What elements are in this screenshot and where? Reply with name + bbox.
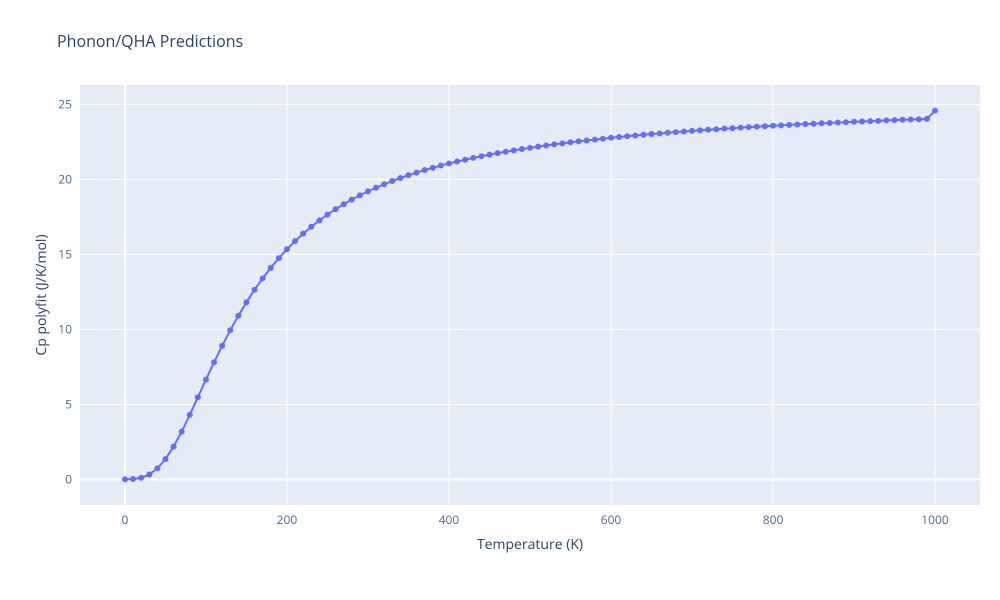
x-tick-label: 600 xyxy=(601,511,622,528)
x-tick-label: 400 xyxy=(439,511,460,528)
y-tick-label: 0 xyxy=(65,471,72,488)
x-tick-label: 200 xyxy=(277,511,298,528)
y-tick-label: 10 xyxy=(58,321,72,338)
plot-area xyxy=(80,85,980,505)
x-axis-label: Temperature (K) xyxy=(477,535,583,554)
y-tick-label: 25 xyxy=(58,96,72,113)
chart-container: { "chart": { "type": "line-scatter", "ti… xyxy=(0,0,1000,600)
x-tick-label: 1000 xyxy=(921,511,948,528)
y-tick-label: 20 xyxy=(58,171,72,188)
x-tick-label: 800 xyxy=(763,511,784,528)
y-tick-label: 15 xyxy=(58,246,72,263)
x-tick-label: 0 xyxy=(122,511,129,528)
y-axis-label: Cp polyfit (J/K/mol) xyxy=(32,234,51,355)
y-tick-label: 5 xyxy=(65,396,72,413)
chart-title: Phonon/QHA Predictions xyxy=(57,30,243,52)
